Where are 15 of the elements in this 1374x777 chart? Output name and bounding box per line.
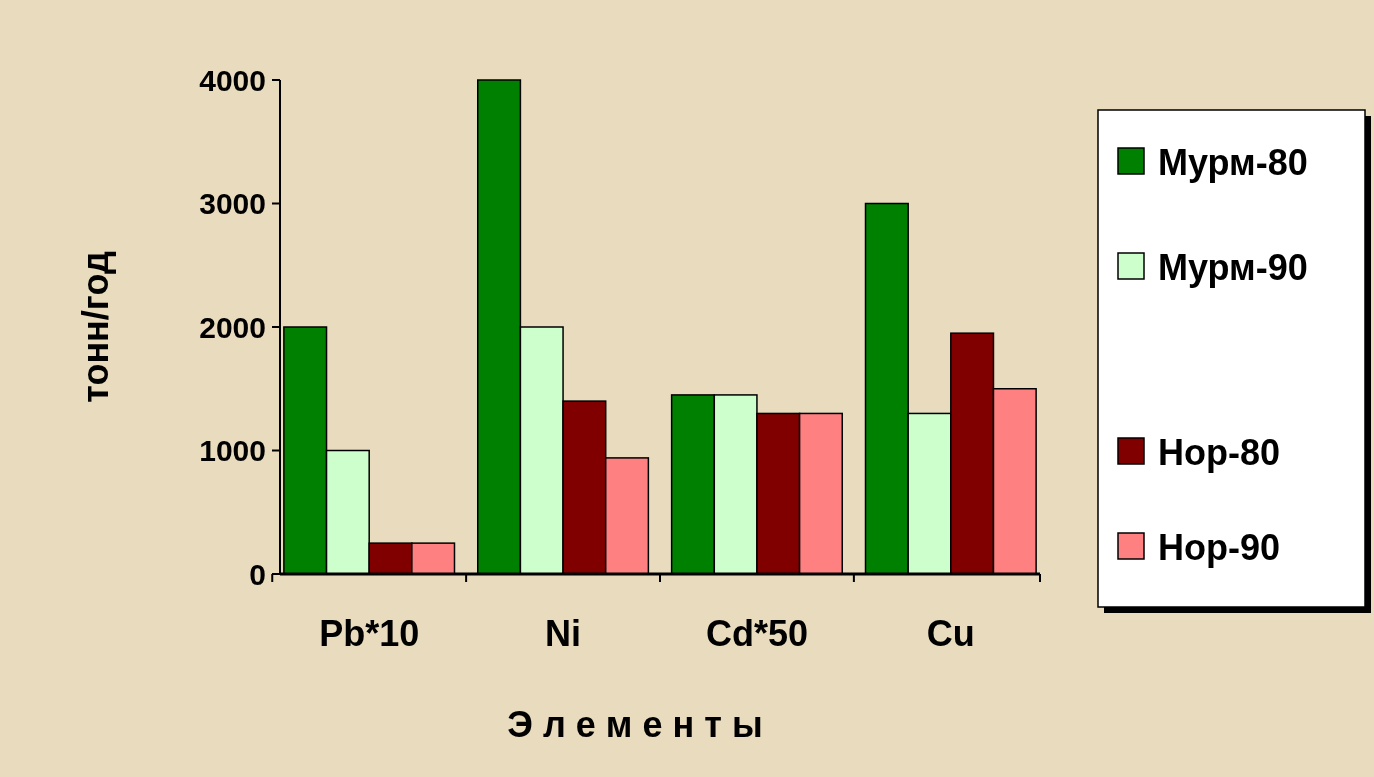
y-tick-label: 2000 — [199, 310, 266, 344]
x-tick-label: Cu — [926, 613, 975, 654]
x-tick-label: Ni — [545, 613, 582, 654]
y-axis-title: тонн/год — [75, 251, 116, 403]
x-axis-title: Э л е м е н т ы — [507, 704, 763, 745]
legend-label: Мурм-80 — [1158, 141, 1308, 183]
y-tick-label: 1000 — [199, 434, 266, 467]
legend-label: Нор-80 — [1158, 431, 1281, 473]
x-tick-label: Pb*10 — [319, 613, 420, 654]
y-tick-label: 0 — [249, 557, 266, 591]
legend-label: Мурм-90 — [1158, 246, 1308, 288]
legend-label: Нор-90 — [1158, 526, 1281, 568]
y-tick-label: 4000 — [199, 63, 266, 97]
x-tick-label: Cd*50 — [705, 613, 808, 654]
y-tick-label: 3000 — [199, 187, 266, 220]
